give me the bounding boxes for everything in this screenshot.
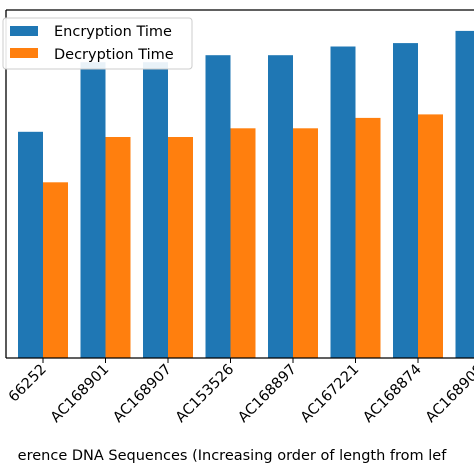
bar-decryption-4 [293,128,318,358]
bar-encryption-0 [18,131,43,358]
bar-decryption-2 [168,137,193,358]
x-axis-label: erence DNA Sequences (Increasing order o… [18,448,448,464]
bar-encryption-2 [143,62,168,358]
x-tick-label-5: AC167221 [298,362,362,426]
x-ticks-group: 66252AC168901AC168907AC153526AC168897AC1… [6,358,474,426]
bar-decryption-3 [230,128,256,358]
bar-decryption-1 [105,137,131,358]
legend-label-encryption: Encryption Time [54,24,172,40]
legend-frame [2,17,193,70]
bar-encryption-6 [393,43,418,358]
bar-decryption-6 [418,114,443,359]
x-tick-label-4: AC168897 [235,362,299,426]
x-tick-label-0: 66252 [6,362,50,406]
bar-encryption-5 [330,46,356,358]
bar-encryption-7 [455,30,474,359]
bar-encryption-4 [268,55,293,358]
bar-decryption-0 [43,182,68,358]
bar-encryption-3 [205,55,231,358]
bar-encryption-1 [80,62,106,358]
x-tick-label-6: AC168874 [360,362,424,426]
x-tick-label-3: AC153526 [173,362,237,426]
bars-group [18,30,474,359]
legend-swatch-encryption [10,26,38,36]
legend: Encryption Time Decryption Time [2,17,193,70]
bar-decryption-5 [355,117,381,359]
x-tick-label-7: AC168908 [423,362,474,426]
x-tick-label-2: AC168907 [110,362,174,426]
legend-label-decryption: Decryption Time [54,47,174,63]
x-tick-label-1: AC168901 [48,362,112,426]
legend-swatch-decryption [10,48,38,58]
